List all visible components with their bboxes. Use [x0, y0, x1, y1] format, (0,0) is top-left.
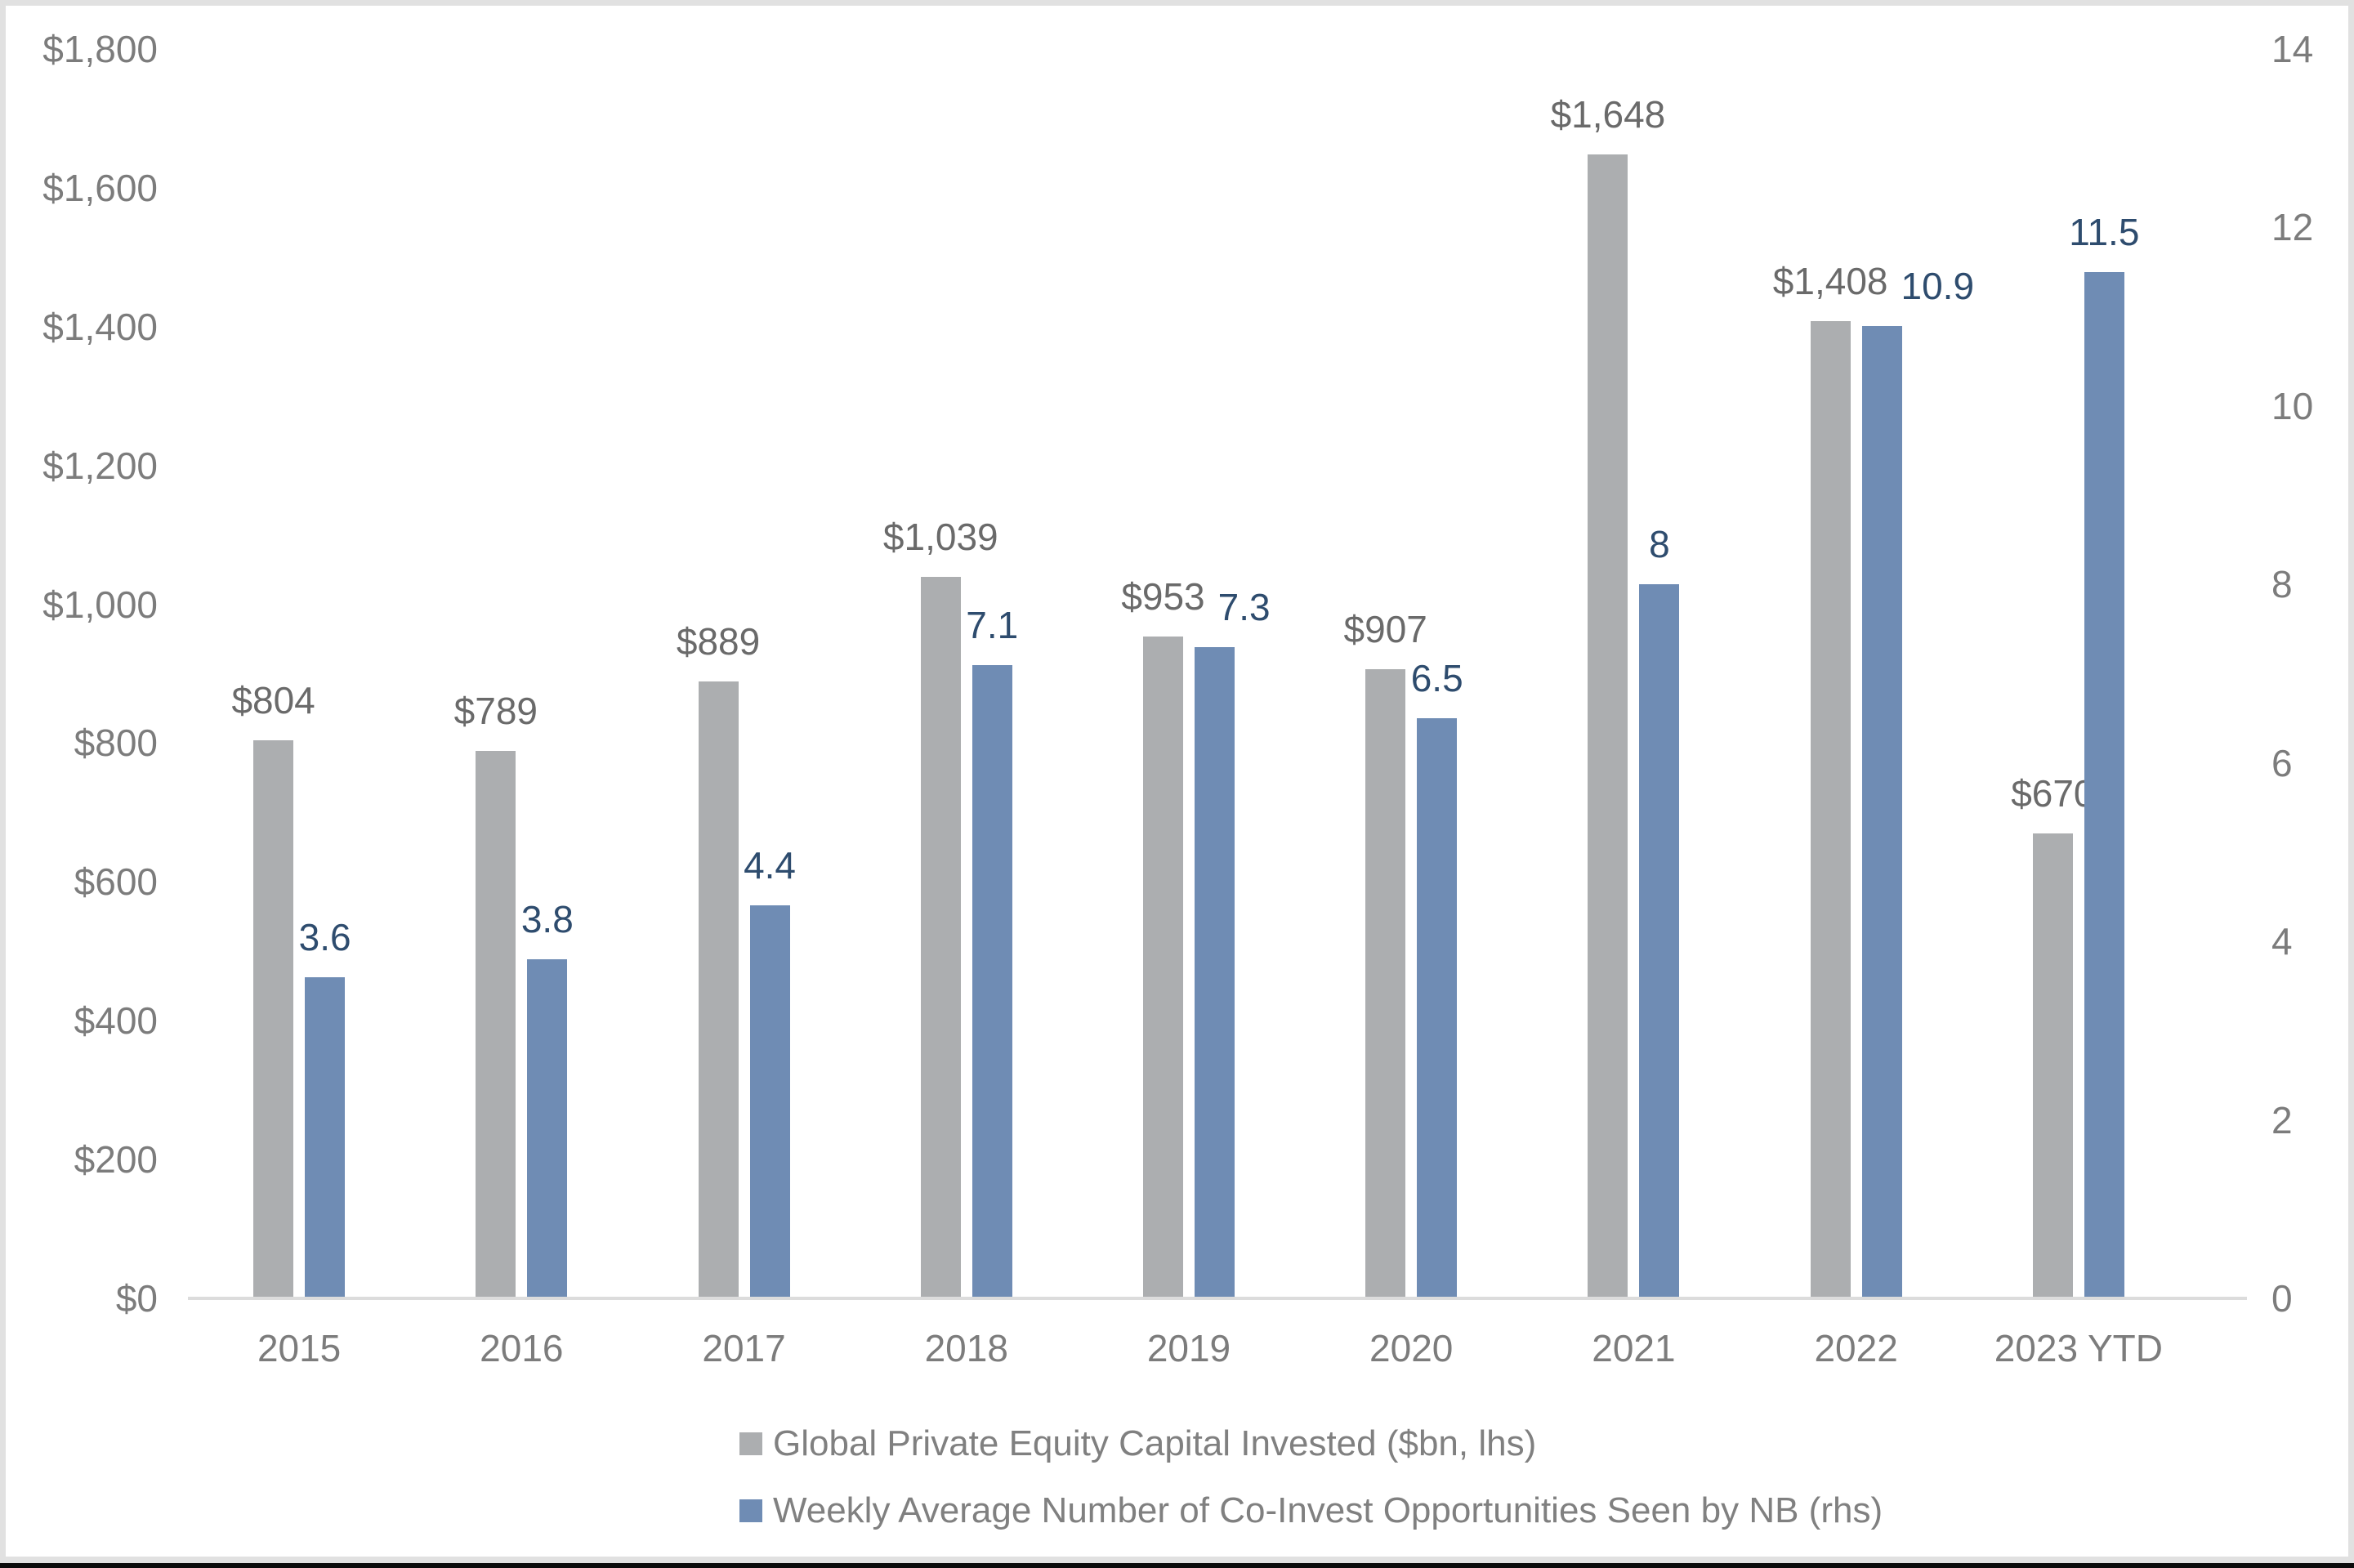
right-axis-tick-label: 4 — [2271, 920, 2293, 963]
category-group: $789 3.8 2016 — [410, 49, 632, 1369]
bar-value-label: $1,648 — [1550, 93, 1666, 136]
bar-pair: $1,408 10.9 — [1773, 260, 1974, 1298]
legend: Global Private Equity Capital Invested (… — [739, 1423, 1883, 1531]
category-group: $1,408 10.9 2022 — [1745, 49, 1974, 1369]
coinvest-opportunities-bar: 3.8 — [521, 898, 574, 1298]
capital-invested-bar: $953 — [1121, 575, 1205, 1298]
coinvest-opportunities-bar: 11.5 — [2069, 211, 2139, 1298]
capital-invested-bar: $789 — [454, 690, 538, 1298]
right-axis-tick-label: 6 — [2271, 741, 2293, 784]
bar-value-label: 10.9 — [1901, 265, 1975, 307]
left-axis-tick-label: $800 — [74, 721, 158, 765]
bar-value-label: $670 — [2011, 772, 2095, 815]
capital-invested-bar: $889 — [677, 620, 760, 1298]
legend-label-coinvest-opportunities: Weekly Average Number of Co-Invest Oppor… — [773, 1490, 1883, 1530]
capital-invested-bar: $1,039 — [883, 516, 998, 1298]
category-label: 2022 — [1814, 1327, 1898, 1369]
left-axis-tick-label: $1,200 — [42, 444, 158, 487]
gray-series-swatch-icon — [739, 1432, 762, 1455]
right-axis-tick-label: 8 — [2271, 563, 2293, 606]
bar-pair: $907 6.5 — [1344, 608, 1463, 1298]
capital-invested-bar: $1,648 — [1551, 93, 1665, 1298]
category-label: 2021 — [1592, 1327, 1676, 1369]
coinvest-opportunities-bar: 8 — [1639, 523, 1680, 1298]
legend-item-coinvest-opportunities: Weekly Average Number of Co-Invest Oppor… — [739, 1490, 1883, 1531]
bar-value-label: 3.6 — [298, 916, 351, 958]
bar-value-label: $1,408 — [1772, 260, 1888, 302]
coinvest-opportunities-bar: 7.1 — [966, 604, 1018, 1298]
left-axis-tick-label: $1,400 — [42, 305, 158, 348]
bar-value-label: $1,039 — [882, 516, 998, 558]
category-group: $1,648 8 2021 — [1522, 49, 1744, 1369]
bar-pair: $953 7.3 — [1121, 575, 1271, 1298]
bottom-border — [0, 1563, 2354, 1568]
bar-value-label: 7.3 — [1217, 586, 1271, 628]
left-axis-tick-label: $1,800 — [42, 28, 158, 70]
coinvest-opportunities-bar: 4.4 — [744, 844, 796, 1298]
bar-pair: $789 3.8 — [454, 690, 574, 1298]
category-group: $907 6.5 2020 — [1300, 49, 1522, 1369]
category-group: $953 7.3 2019 — [1078, 49, 1300, 1369]
category-group: $889 4.4 2017 — [632, 49, 855, 1369]
bar-value-label: 3.8 — [520, 898, 574, 940]
bar-value-label: $804 — [231, 679, 315, 721]
capital-invested-bar: $907 — [1344, 608, 1427, 1298]
legend-item-capital-invested: Global Private Equity Capital Invested (… — [739, 1423, 1883, 1464]
bar-value-label: 11.5 — [2069, 211, 2140, 253]
bar-pair: $670 11.5 — [2011, 211, 2139, 1298]
bar-value-label: 7.1 — [966, 604, 1019, 646]
bar-pair: $804 3.6 — [231, 679, 351, 1298]
blue-series-swatch-icon — [739, 1499, 762, 1522]
capital-invested-bar: $804 — [231, 679, 315, 1298]
right-axis-tick-label: 10 — [2271, 384, 2314, 427]
category-label: 2017 — [702, 1327, 786, 1369]
plot-area: $804 3.6 2015 $789 3.8 2016 $889 4.4 2017 $1,039 7… — [188, 49, 2190, 1369]
coinvest-opportunities-bar: 3.6 — [299, 916, 351, 1298]
category-label: 2018 — [924, 1327, 1008, 1369]
left-axis-tick-label: $200 — [74, 1138, 158, 1182]
left-axis-tick-label: $1,600 — [42, 166, 158, 209]
right-axis-tick-label: 14 — [2271, 28, 2314, 70]
x-axis-line — [188, 1297, 2247, 1300]
capital-invested-bar: $670 — [2011, 772, 2095, 1298]
left-axis-tick-label: $400 — [74, 999, 158, 1043]
right-axis-tick-label: 12 — [2271, 206, 2314, 249]
category-label: 2023 YTD — [1994, 1327, 2163, 1369]
coinvest-opportunities-bar: 7.3 — [1194, 586, 1271, 1298]
category-label: 2015 — [257, 1327, 342, 1369]
bar-value-label: $953 — [1121, 575, 1205, 618]
left-axis-tick-label: $1,000 — [42, 583, 158, 626]
right-axis-tick-label: 0 — [2271, 1277, 2293, 1320]
legend-label-capital-invested: Global Private Equity Capital Invested (… — [773, 1423, 1537, 1463]
capital-invested-bar: $1,408 — [1773, 260, 1887, 1298]
category-label: 2020 — [1369, 1327, 1454, 1369]
bar-value-label: 6.5 — [1410, 657, 1463, 699]
category-label: 2019 — [1146, 1327, 1231, 1369]
bar-pair: $1,648 8 — [1551, 93, 1680, 1298]
bar-pair: $889 4.4 — [677, 620, 796, 1298]
coinvest-opportunities-bar: 6.5 — [1411, 657, 1463, 1298]
bar-value-label: $889 — [676, 620, 761, 663]
bar-pair: $1,039 7.1 — [883, 516, 1018, 1298]
left-axis-tick-label: $600 — [74, 860, 158, 904]
bar-value-label: 4.4 — [744, 844, 797, 887]
bar-value-label: 8 — [1649, 523, 1670, 565]
category-group: $1,039 7.1 2018 — [855, 49, 1078, 1369]
bar-value-label: $907 — [1343, 608, 1427, 650]
category-label: 2016 — [480, 1327, 564, 1369]
coinvest-opportunities-bar: 10.9 — [1861, 265, 1974, 1298]
left-axis-tick-label: $0 — [115, 1277, 158, 1320]
right-axis-tick-label: 2 — [2271, 1098, 2293, 1141]
category-group: $670 11.5 2023 YTD — [1968, 49, 2190, 1369]
bar-value-label: $789 — [453, 690, 538, 732]
category-group: $804 3.6 2015 — [188, 49, 410, 1369]
